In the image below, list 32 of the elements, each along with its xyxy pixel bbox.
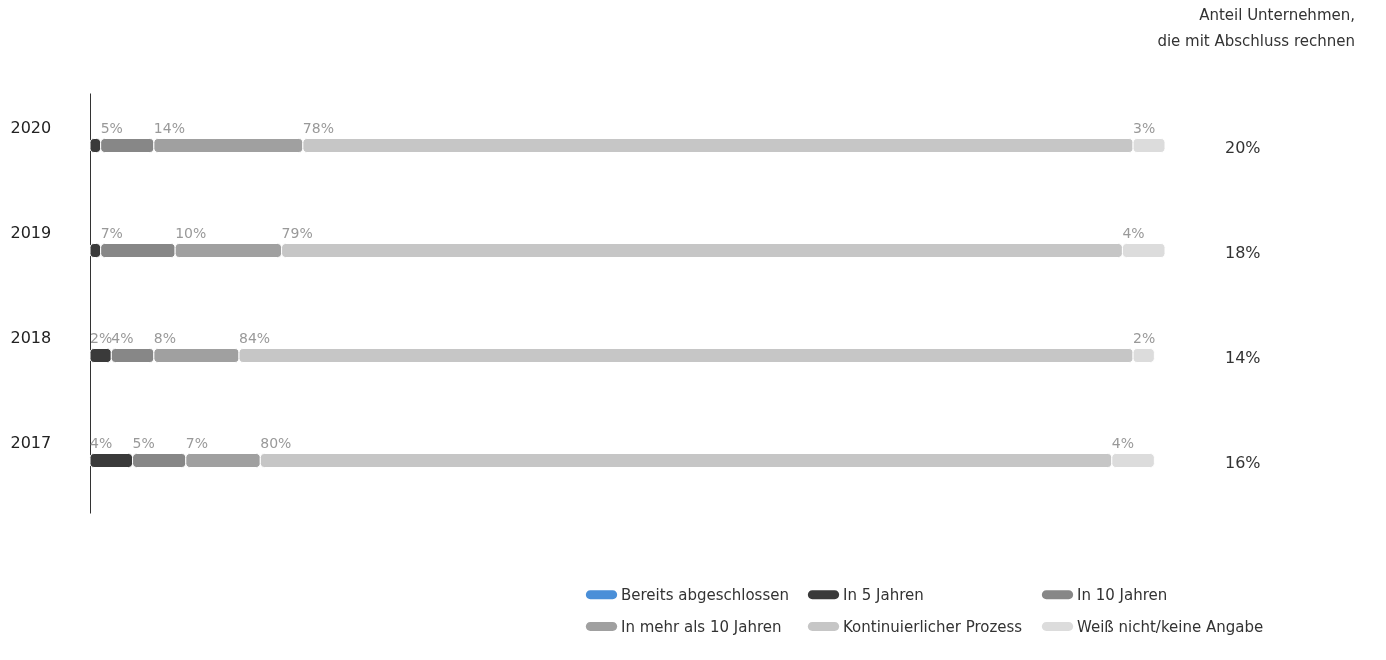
y-tick-label: 2019 — [10, 222, 52, 242]
data-label: 4% — [111, 329, 134, 346]
text: 20% — [1225, 137, 1261, 157]
data-label: 5% — [132, 434, 155, 451]
data-label: 2% — [1133, 329, 1156, 346]
y-tick-label: 2018 — [10, 327, 52, 347]
legend-label: Kontinuierlicher Prozess — [843, 617, 1023, 636]
legend-label: In 10 Jahren — [1077, 585, 1168, 604]
text: Anteil Unternehmen, die mit Abschluss rechnen — [1157, 6, 1355, 50]
data-label: 78% — [302, 119, 334, 136]
data-label: 7% — [185, 434, 209, 451]
y-tick-label: 2020 — [10, 117, 52, 137]
text: 18% — [1225, 242, 1261, 262]
data-label: 79% — [281, 224, 313, 241]
y-tick-label: 2017 — [10, 432, 52, 452]
legend-label: In 5 Jahren — [843, 585, 924, 604]
data-label: 84% — [239, 329, 271, 346]
data-label: 7% — [100, 224, 123, 241]
data-label: 4% — [1122, 224, 1145, 241]
text: 14% — [1225, 347, 1261, 367]
text: 16% — [1225, 452, 1261, 472]
legend-label: In mehr als 10 Jahren — [621, 617, 782, 636]
legend-label: Bereits abgeschlossen — [621, 585, 789, 604]
data-label: 2% — [90, 329, 113, 346]
data-label: 3% — [1133, 119, 1156, 136]
data-label: 10% — [175, 224, 207, 241]
data-label: 8% — [153, 329, 177, 346]
legend-label: Weiß nicht/keine Angabe — [1077, 617, 1264, 636]
data-label: 80% — [260, 434, 292, 451]
data-label: 4% — [1111, 434, 1134, 451]
data-label: 14% — [153, 119, 185, 136]
data-label: 5% — [100, 119, 123, 136]
